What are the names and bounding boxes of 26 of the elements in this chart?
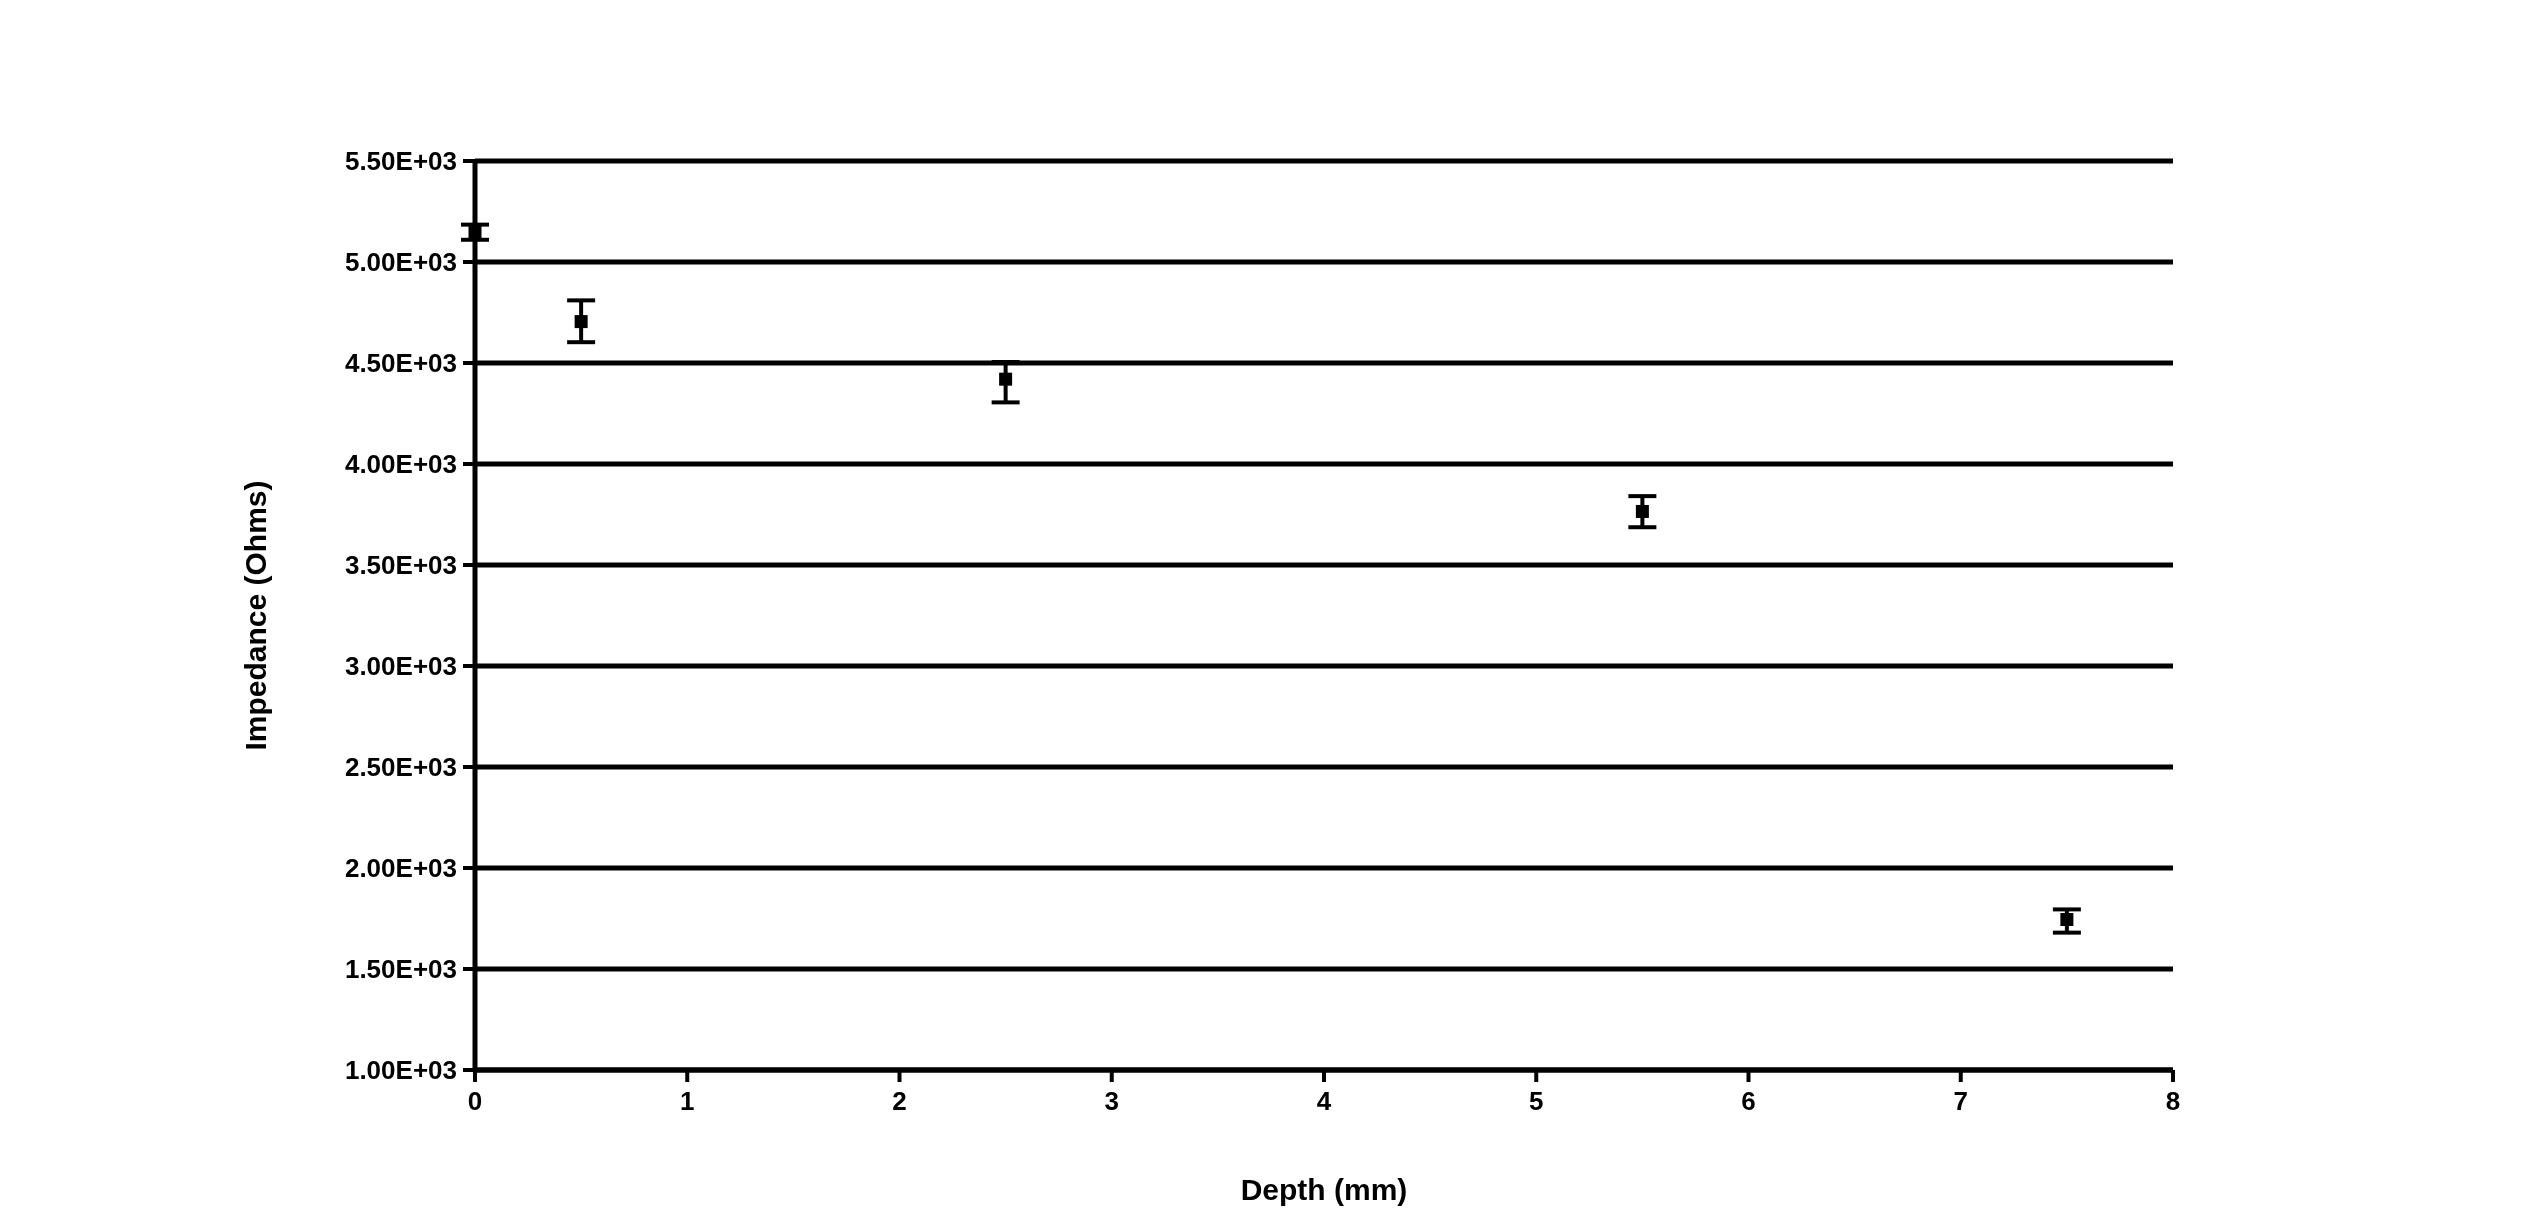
point	[2060, 913, 2074, 927]
x-tick-label: 1	[680, 1086, 695, 1116]
point	[999, 372, 1013, 386]
point	[1635, 504, 1649, 518]
y-tick-label: 3.00E+03	[344, 651, 457, 681]
x-tick-label: 7	[1953, 1086, 1968, 1116]
y-axis-title: Impedance (Ohms)	[239, 480, 272, 751]
point	[574, 315, 588, 329]
y-tick-label: 5.50E+03	[344, 146, 457, 176]
y-tick-label: 1.00E+03	[344, 1055, 457, 1085]
y-tick-label: 2.50E+03	[344, 752, 457, 782]
x-tick-label: 0	[467, 1086, 483, 1116]
y-tick-label: 2.00E+03	[344, 853, 457, 883]
x-axis-title: Depth (mm)	[1240, 1173, 1408, 1206]
x-tick-label: 8	[2165, 1086, 2181, 1116]
y-tick-label: 4.50E+03	[344, 348, 457, 378]
y-tick-label: 4.00E+03	[344, 449, 457, 479]
y-tick-label: 5.00E+03	[344, 247, 457, 277]
y-tick-label: 3.50E+03	[344, 550, 457, 580]
x-tick-label: 3	[1104, 1086, 1119, 1116]
x-tick-label: 5	[1529, 1086, 1544, 1116]
y-tick-label: 1.50E+03	[344, 954, 457, 984]
point	[468, 225, 482, 239]
x-tick-label: 6	[1741, 1086, 1756, 1116]
x-tick-label: 4	[1316, 1086, 1332, 1116]
x-tick-label: 2	[892, 1086, 907, 1116]
